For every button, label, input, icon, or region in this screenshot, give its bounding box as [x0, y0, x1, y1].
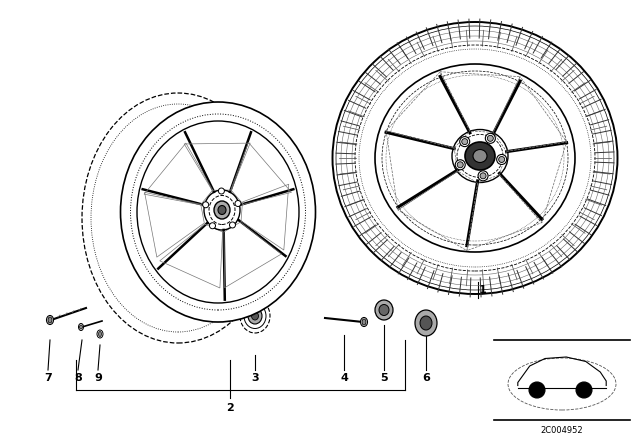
Ellipse shape — [252, 312, 259, 320]
Text: 9: 9 — [94, 373, 102, 383]
Circle shape — [497, 155, 507, 164]
Ellipse shape — [79, 325, 83, 329]
Ellipse shape — [79, 323, 83, 331]
Text: 7: 7 — [44, 373, 52, 383]
Ellipse shape — [240, 299, 270, 333]
Text: 8: 8 — [74, 373, 82, 383]
Ellipse shape — [333, 22, 618, 294]
Text: 5: 5 — [380, 373, 388, 383]
Circle shape — [485, 134, 495, 143]
Circle shape — [230, 222, 236, 228]
Circle shape — [529, 382, 545, 398]
Text: 6: 6 — [422, 373, 430, 383]
Text: 2C004952: 2C004952 — [541, 426, 583, 435]
Ellipse shape — [218, 206, 226, 215]
Ellipse shape — [473, 150, 487, 163]
Ellipse shape — [47, 315, 54, 324]
Ellipse shape — [375, 300, 393, 320]
Ellipse shape — [375, 64, 575, 252]
Ellipse shape — [415, 310, 437, 336]
Ellipse shape — [379, 305, 389, 315]
Text: 3: 3 — [251, 373, 259, 383]
Ellipse shape — [214, 201, 230, 219]
Ellipse shape — [120, 102, 316, 322]
Ellipse shape — [362, 319, 366, 325]
Circle shape — [457, 162, 463, 168]
Ellipse shape — [248, 308, 262, 324]
Ellipse shape — [244, 303, 266, 328]
Circle shape — [487, 135, 493, 141]
Circle shape — [455, 160, 465, 170]
Circle shape — [576, 382, 592, 398]
Circle shape — [461, 138, 468, 145]
Ellipse shape — [97, 330, 103, 338]
Ellipse shape — [48, 317, 52, 323]
Text: 4: 4 — [340, 373, 348, 383]
Circle shape — [218, 188, 225, 194]
Ellipse shape — [360, 318, 367, 327]
Circle shape — [460, 137, 470, 146]
Ellipse shape — [420, 316, 432, 330]
Circle shape — [209, 223, 216, 229]
Ellipse shape — [465, 142, 495, 170]
Text: 1: 1 — [479, 285, 487, 295]
Circle shape — [480, 173, 486, 179]
Circle shape — [203, 202, 209, 208]
Text: 2: 2 — [226, 403, 234, 413]
Ellipse shape — [99, 332, 102, 336]
Circle shape — [478, 171, 488, 181]
Circle shape — [235, 201, 241, 207]
Circle shape — [499, 156, 505, 163]
